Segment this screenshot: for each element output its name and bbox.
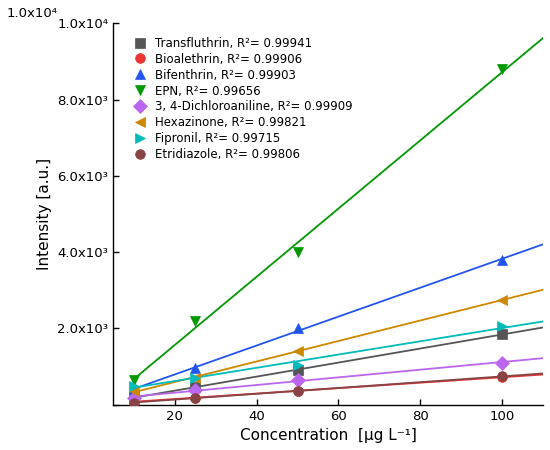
Line: Transfluthrin, R²= 0.99941: Transfluthrin, R²= 0.99941 xyxy=(129,329,507,402)
EPN, R²= 0.99656 xyxy=(130,377,137,382)
Bioalethrin, R²= 0.99906 xyxy=(499,374,505,380)
Bioalethrin, R²= 0.99906 xyxy=(294,388,301,394)
Transfluthrin, R²= 0.99941 xyxy=(130,394,137,400)
Line: Hexazinone, R²= 0.99821: Hexazinone, R²= 0.99821 xyxy=(129,295,507,396)
Bioalethrin, R²= 0.99906 xyxy=(192,395,199,400)
Transfluthrin, R²= 0.99941 xyxy=(294,368,301,373)
Transfluthrin, R²= 0.99941 xyxy=(192,385,199,390)
Hexazinone, R²= 0.99821 xyxy=(130,389,137,394)
Etridiazole, R²= 0.99806 xyxy=(192,395,199,400)
Fipronil, R²= 0.99715 xyxy=(192,375,199,381)
Transfluthrin, R²= 0.99941 xyxy=(499,331,505,337)
Fipronil, R²= 0.99715 xyxy=(499,324,505,329)
Fipronil, R²= 0.99715 xyxy=(130,383,137,388)
Line: Bifenthrin, R²= 0.99903: Bifenthrin, R²= 0.99903 xyxy=(129,255,507,394)
Etridiazole, R²= 0.99806 xyxy=(294,388,301,394)
3, 4-Dichloroaniline, R²= 0.99909 xyxy=(130,395,137,400)
Fipronil, R²= 0.99715 xyxy=(294,362,301,367)
X-axis label: Concentration  [μg L⁻¹]: Concentration [μg L⁻¹] xyxy=(240,428,417,443)
Bifenthrin, R²= 0.99903 xyxy=(192,366,199,371)
Etridiazole, R²= 0.99806 xyxy=(499,374,505,379)
Bifenthrin, R²= 0.99903 xyxy=(499,257,505,262)
Text: 1.0x10⁴: 1.0x10⁴ xyxy=(7,7,58,20)
Legend: Transfluthrin, R²= 0.99941, Bioalethrin, R²= 0.99906, Bifenthrin, R²= 0.99903, E: Transfluthrin, R²= 0.99941, Bioalethrin,… xyxy=(128,33,356,165)
Hexazinone, R²= 0.99821 xyxy=(294,349,301,354)
3, 4-Dichloroaniline, R²= 0.99909 xyxy=(192,387,199,393)
Line: EPN, R²= 0.99656: EPN, R²= 0.99656 xyxy=(129,64,507,385)
3, 4-Dichloroaniline, R²= 0.99909 xyxy=(294,377,301,382)
Bifenthrin, R²= 0.99903 xyxy=(294,326,301,331)
Bioalethrin, R²= 0.99906 xyxy=(130,399,137,404)
Hexazinone, R²= 0.99821 xyxy=(192,375,199,381)
Etridiazole, R²= 0.99806 xyxy=(130,400,137,405)
Y-axis label: Intensity [a.u.]: Intensity [a.u.] xyxy=(37,158,52,270)
Line: Bioalethrin, R²= 0.99906: Bioalethrin, R²= 0.99906 xyxy=(129,372,507,406)
Bifenthrin, R²= 0.99903 xyxy=(130,387,137,392)
EPN, R²= 0.99656 xyxy=(499,67,505,72)
Line: Fipronil, R²= 0.99715: Fipronil, R²= 0.99715 xyxy=(129,322,507,391)
Line: 3, 4-Dichloroaniline, R²= 0.99909: 3, 4-Dichloroaniline, R²= 0.99909 xyxy=(129,358,507,403)
3, 4-Dichloroaniline, R²= 0.99909 xyxy=(499,360,505,365)
Line: Etridiazole, R²= 0.99806: Etridiazole, R²= 0.99806 xyxy=(129,372,507,408)
EPN, R²= 0.99656 xyxy=(192,318,199,324)
Hexazinone, R²= 0.99821 xyxy=(499,297,505,302)
EPN, R²= 0.99656 xyxy=(294,249,301,255)
